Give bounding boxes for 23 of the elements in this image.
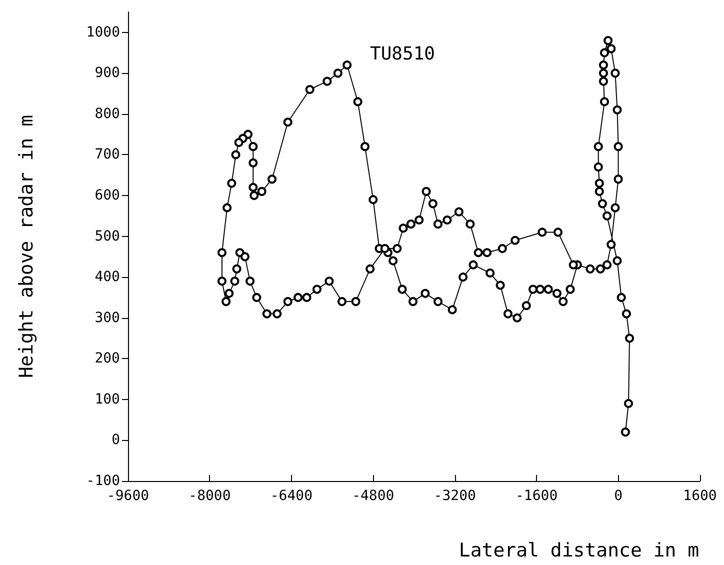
y-tick-label: 100 (94, 391, 120, 408)
y-tick-label: -100 (86, 473, 120, 489)
x-tick-label: -1600 (515, 488, 558, 504)
x-tick-label: -9600 (106, 488, 150, 504)
x-tick-label: -4800 (352, 488, 394, 504)
x-tick-label: 1600 (683, 488, 717, 504)
y-tick-label: 300 (94, 310, 120, 326)
y-axis-title: Height above radar in m (16, 114, 38, 378)
x-tick-label: -6400 (270, 488, 313, 504)
x-tick-label: -3200 (434, 488, 476, 504)
y-tick-label: 0 (112, 432, 120, 448)
y-tick-label: 600 (94, 188, 120, 204)
x-tick-label: -8000 (188, 488, 231, 504)
y-tick-label: 800 (94, 106, 120, 122)
y-tick-label: 1000 (86, 24, 120, 40)
y-tick-label: 900 (94, 65, 120, 82)
y-tick-label: 700 (94, 146, 120, 163)
x-axis-title: Lateral distance in m (458, 540, 700, 562)
y-tick-label: 400 (94, 269, 120, 286)
text: TU8510 (370, 44, 436, 64)
y-tick-label: 500 (94, 228, 120, 244)
y-tick-label: 200 (94, 350, 120, 367)
x-tick-label: 0 (614, 488, 623, 504)
